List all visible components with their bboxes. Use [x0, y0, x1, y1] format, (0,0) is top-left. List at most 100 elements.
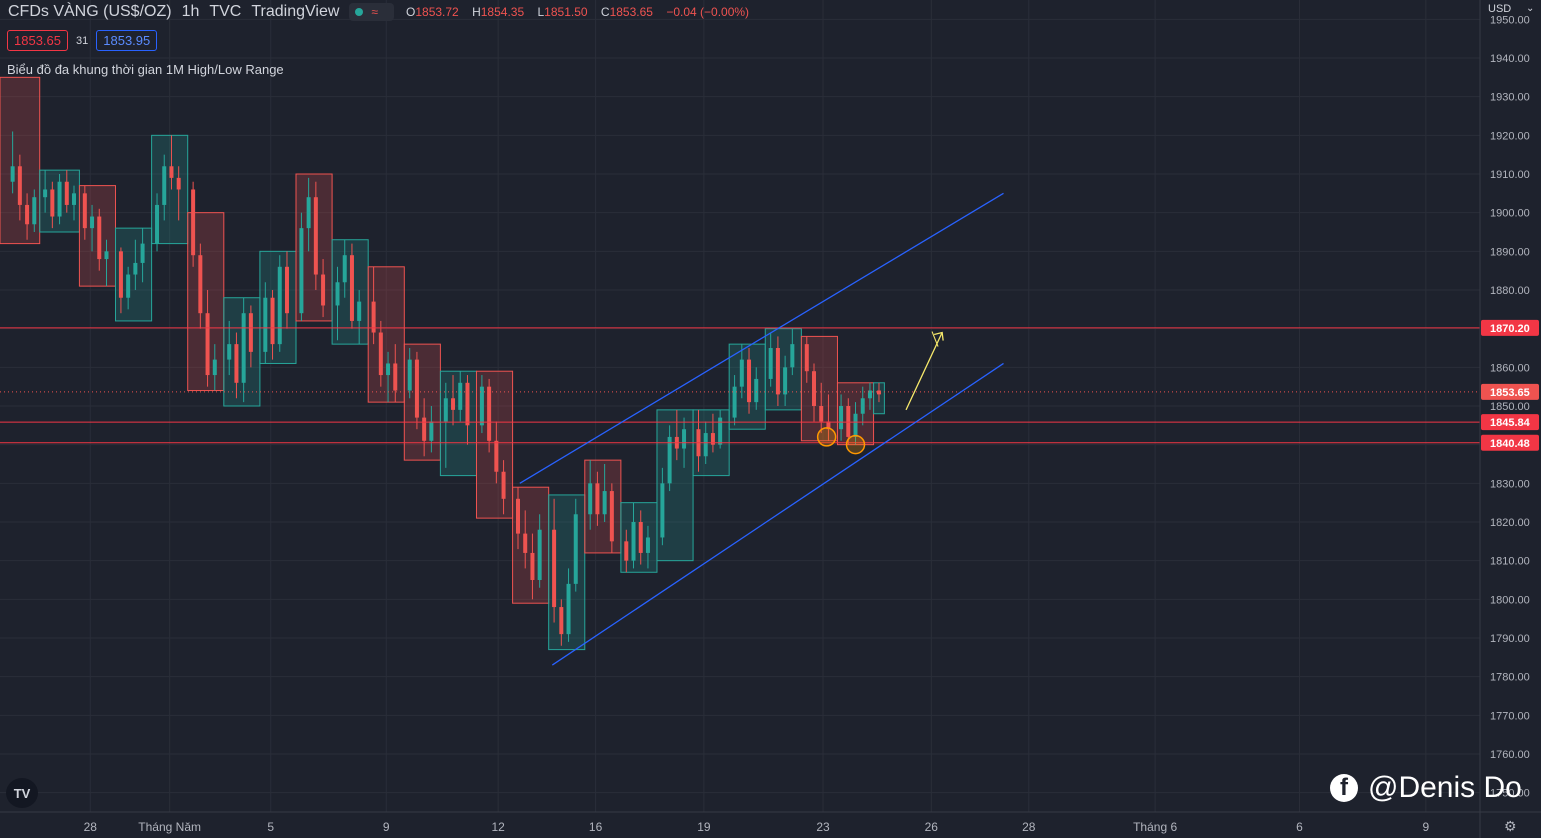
- touch-point-marker: [845, 434, 866, 455]
- candle-body: [140, 243, 145, 263]
- candle-body: [552, 529, 557, 608]
- trade-buttons: 1853.65 31 1853.95: [7, 30, 158, 51]
- candle-body: [176, 177, 181, 190]
- y-tick-label: 1930.00: [1490, 92, 1530, 104]
- candle-body: [205, 313, 210, 376]
- candle-body: [739, 359, 744, 387]
- candle-body: [277, 266, 282, 345]
- candle-body: [754, 378, 759, 403]
- candle-body: [732, 386, 737, 418]
- candle-body: [573, 514, 578, 584]
- buy-button[interactable]: 1853.95: [96, 30, 158, 51]
- candle-body: [602, 491, 607, 515]
- candle-body: [335, 282, 340, 306]
- candle-body: [342, 255, 347, 283]
- gear-icon[interactable]: ⚙: [1504, 818, 1517, 834]
- candle-body: [523, 533, 528, 553]
- indicator-legend[interactable]: Biểu đồ đa khung thời gian 1M High/Low R…: [7, 62, 284, 77]
- symbol-name[interactable]: CFDs VÀNG (US$/OZ): [8, 3, 172, 20]
- price-badge: [1481, 319, 1539, 336]
- candle-body: [624, 541, 629, 561]
- channel-line-upper: [519, 192, 1004, 484]
- candle-body: [241, 313, 246, 383]
- x-tick-label: 23: [816, 820, 830, 834]
- candle-body: [479, 386, 484, 426]
- channel-line-lower: [551, 362, 1004, 666]
- candle-body: [321, 274, 326, 306]
- candle-body: [43, 189, 48, 198]
- candle-body: [516, 498, 520, 534]
- candle-body: [313, 197, 318, 275]
- market-open-icon: [355, 8, 364, 16]
- candle-body: [718, 417, 723, 445]
- touch-point-marker: [816, 427, 837, 447]
- candle-body: [530, 552, 535, 580]
- price-badge-label: 1840.48: [1490, 438, 1530, 450]
- candle-body: [90, 216, 95, 229]
- candle-body: [465, 382, 470, 426]
- candle-body: [104, 251, 109, 260]
- candle-body: [162, 166, 167, 205]
- candle-body: [783, 367, 788, 395]
- candle-body: [212, 359, 217, 376]
- range-box-down: [367, 266, 405, 403]
- market-status[interactable]: ≈: [349, 3, 394, 21]
- price-badge: [1481, 383, 1539, 400]
- tradingview-logo[interactable]: TV: [6, 778, 38, 808]
- candle-body: [501, 471, 506, 499]
- projection-arrow-2: [931, 331, 939, 347]
- chevron-down-icon[interactable]: ⌄: [1526, 3, 1535, 14]
- wave-icon: ≈: [371, 5, 378, 19]
- high-value: 1854.35: [480, 5, 525, 19]
- y-tick-label: 1760.00: [1490, 749, 1530, 761]
- y-tick-label: 1770.00: [1490, 710, 1530, 722]
- candle-body: [775, 348, 780, 395]
- close-value: 1853.65: [609, 5, 653, 19]
- price-badge: [1481, 414, 1539, 431]
- y-tick-label: 1920.00: [1490, 130, 1530, 142]
- candle-body: [270, 297, 275, 345]
- candle-body: [768, 348, 773, 379]
- x-tick-label: 16: [589, 820, 603, 834]
- x-tick-label: Tháng 6: [1133, 820, 1177, 834]
- candle-body: [393, 363, 398, 391]
- y-tick-label: 1810.00: [1490, 556, 1530, 568]
- candle-body: [17, 166, 22, 205]
- x-tick-label: 28: [1022, 820, 1036, 834]
- watermark: f @Denis Do: [1330, 771, 1522, 805]
- candle-body: [155, 204, 160, 244]
- candle-body: [64, 181, 69, 205]
- candle-body: [97, 216, 102, 260]
- y-tick-label: 1880.00: [1490, 285, 1530, 297]
- currency-selector[interactable]: USD: [1488, 3, 1512, 15]
- candle-body: [263, 297, 268, 352]
- candle-body: [559, 607, 564, 635]
- candle-body: [126, 274, 131, 298]
- candle-body: [839, 406, 844, 430]
- price-badge: [1481, 434, 1539, 451]
- x-tick-label: 5: [267, 820, 274, 834]
- candle-body: [306, 197, 311, 229]
- candle-body: [25, 204, 30, 225]
- candle-body: [357, 301, 362, 321]
- candle-body: [631, 522, 636, 561]
- sell-button[interactable]: 1853.65: [7, 30, 68, 51]
- facebook-icon: f: [1330, 774, 1358, 802]
- watermark-text: @Denis Do: [1368, 771, 1522, 804]
- interval-label[interactable]: 1h: [181, 3, 200, 20]
- x-tick-label: 9: [383, 820, 390, 834]
- candle-body: [50, 189, 55, 217]
- candle-body: [234, 344, 239, 383]
- ohlc-values: O1853.72 H1854.35 L1851.50 C1853.65 −0.0…: [406, 5, 750, 19]
- candle-body: [414, 359, 419, 418]
- x-tick-label: 9: [1423, 820, 1430, 834]
- spread-value: 31: [76, 34, 89, 47]
- candle-body: [703, 433, 708, 457]
- y-tick-label: 1890.00: [1490, 246, 1530, 258]
- y-tick-label: 1900.00: [1490, 208, 1530, 220]
- candle-body: [682, 429, 687, 449]
- candle-body: [537, 529, 542, 580]
- candle-body: [667, 436, 672, 484]
